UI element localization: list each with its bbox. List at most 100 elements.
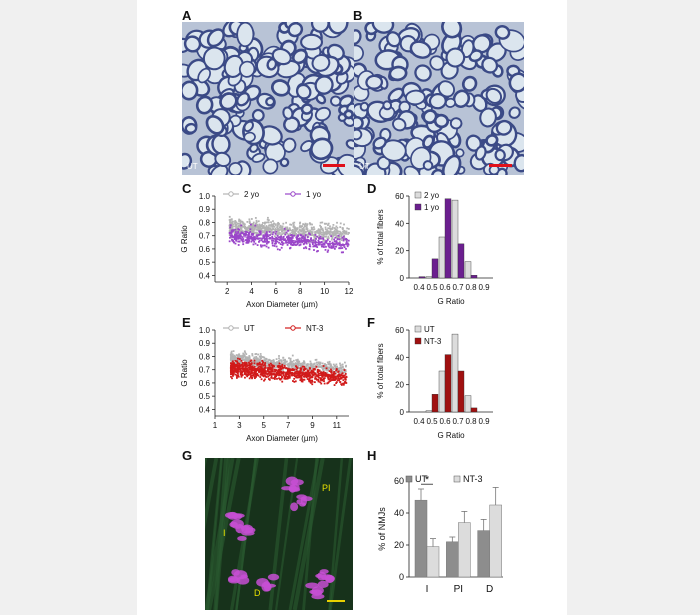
data-point (319, 379, 322, 381)
data-point (258, 371, 260, 373)
data-point (232, 223, 234, 226)
data-point (251, 228, 253, 230)
data-point (326, 371, 328, 374)
data-point (302, 362, 305, 364)
data-point (330, 370, 332, 373)
data-point (255, 368, 258, 371)
data-point (264, 375, 267, 378)
data-point (281, 230, 283, 233)
data-point (340, 384, 343, 386)
data-point (278, 355, 280, 357)
data-point (336, 379, 339, 382)
data-point (263, 374, 266, 377)
data-point (327, 376, 329, 379)
data-point (253, 231, 255, 234)
data-point (340, 366, 342, 369)
data-point (234, 222, 236, 224)
data-point (344, 378, 347, 381)
data-point (317, 243, 320, 246)
data-point (265, 242, 268, 245)
data-point (318, 243, 321, 246)
data-point (305, 239, 308, 242)
data-point (335, 230, 338, 233)
data-point (278, 362, 281, 365)
data-point (254, 224, 257, 227)
panel-label-e: E (182, 315, 191, 330)
data-point (291, 360, 294, 363)
data-point (297, 365, 300, 367)
data-point (335, 377, 338, 380)
data-point (304, 246, 307, 249)
data-point (270, 230, 273, 232)
data-point (267, 219, 270, 222)
data-point (330, 377, 332, 380)
data-point (266, 239, 268, 242)
data-point (273, 377, 276, 379)
data-point (313, 381, 316, 384)
myelinated-axon (385, 31, 402, 48)
data-point (279, 374, 282, 377)
legend-swatch (414, 191, 422, 199)
data-point (282, 359, 285, 362)
data-point (229, 224, 232, 227)
data-point (346, 239, 348, 241)
data-point (319, 363, 321, 366)
data-point (343, 382, 345, 385)
y-tick-label: 0.7 (199, 232, 211, 241)
data-point (310, 370, 313, 373)
data-point (279, 378, 282, 381)
data-point (282, 222, 285, 225)
data-point (302, 243, 305, 246)
x-tick-label: 11 (333, 421, 342, 430)
data-point (324, 365, 327, 368)
data-point (246, 221, 249, 223)
data-point (278, 236, 281, 239)
data-point (260, 355, 262, 358)
data-point (336, 238, 339, 241)
data-point (322, 365, 325, 367)
data-point (306, 367, 308, 370)
data-point (327, 227, 330, 230)
data-point (301, 233, 304, 236)
data-point (344, 373, 347, 375)
myelinated-axon (414, 64, 432, 82)
data-point (338, 247, 341, 250)
myelinated-axon (354, 115, 364, 131)
data-point (271, 225, 274, 228)
data-point (307, 239, 310, 241)
myelinated-axon (485, 134, 499, 147)
data-point (247, 232, 250, 235)
data-point (263, 222, 266, 225)
data-point (257, 233, 260, 236)
data-point (305, 372, 308, 375)
data-point (300, 371, 303, 374)
myelinated-axon (311, 54, 331, 72)
data-point (250, 374, 252, 377)
data-point (338, 379, 341, 382)
data-point (258, 232, 260, 235)
data-point (291, 365, 294, 368)
data-point (313, 368, 316, 370)
data-point (330, 366, 333, 369)
x-tick-label: 1 (213, 421, 218, 430)
data-point (283, 366, 286, 369)
data-point (302, 223, 305, 226)
data-point (280, 241, 283, 243)
myelinated-axon (195, 95, 214, 115)
data-point (347, 231, 350, 234)
data-point (253, 364, 255, 367)
data-point (230, 375, 232, 378)
data-point (263, 379, 265, 382)
data-point (329, 233, 331, 236)
data-point (281, 229, 283, 232)
data-point (250, 363, 253, 365)
data-point (256, 362, 259, 365)
data-point (295, 376, 298, 379)
data-point (251, 376, 254, 379)
data-point (259, 230, 262, 233)
micrograph-b: UT (354, 22, 524, 175)
data-point (244, 371, 246, 374)
y-tick-label: 0.5 (199, 258, 211, 267)
data-point (253, 375, 256, 377)
data-point (263, 236, 266, 239)
